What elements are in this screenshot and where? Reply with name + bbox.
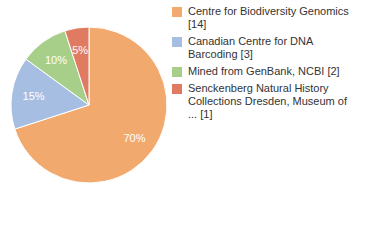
html-text:Senckenberg Natural History Co: Senckenberg Natural History Collections … <box>188 82 347 120</box>
svg-text:70%: 70% <box>123 132 145 144</box>
html-text:Canadian Centre for DNA Barcod: Canadian Centre for DNA Barcoding [3] <box>188 35 313 60</box>
svg-text:15%: 15% <box>23 90 45 102</box>
html-text:Mined from GenBank, NCBI [2]: Mined from GenBank, NCBI [2] <box>188 65 340 77</box>
svg-text:5%: 5% <box>72 44 88 56</box>
svg-text:10%: 10% <box>45 54 67 66</box>
html-text:Centre for Biodiversity Genomi: Centre for Biodiversity Genomics [14] <box>188 5 349 30</box>
